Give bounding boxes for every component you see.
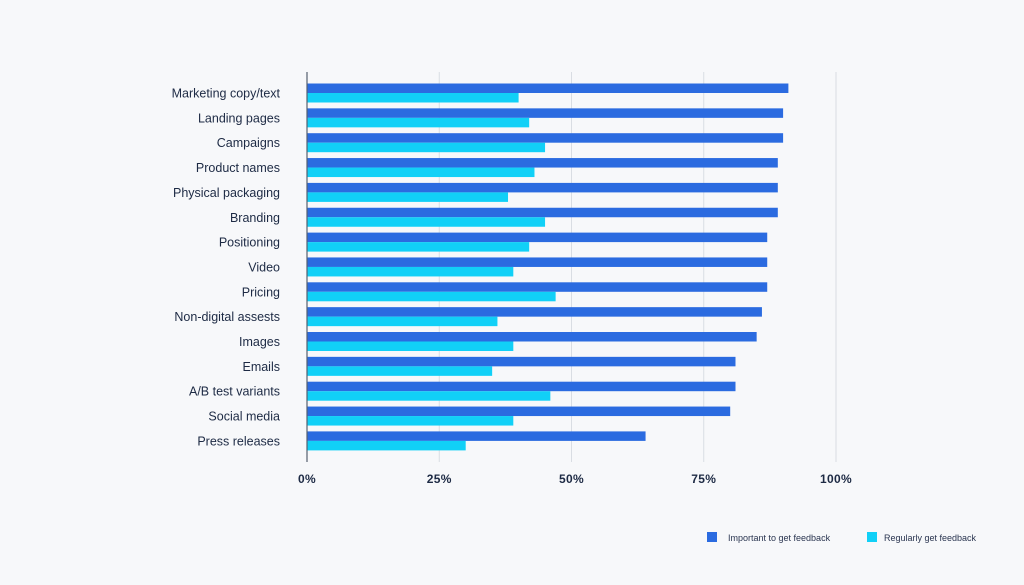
- bar-important: [307, 282, 768, 292]
- x-tick-label: 25%: [427, 472, 452, 486]
- x-tick-label: 0%: [298, 472, 316, 486]
- category-label: Positioning: [219, 236, 280, 250]
- legend-swatch-important: [707, 532, 717, 542]
- bar-regularly: [307, 266, 514, 277]
- category-label: Images: [239, 335, 280, 349]
- bars-layer: [307, 83, 789, 451]
- category-label: Branding: [230, 211, 280, 225]
- category-label: Non-digital assests: [174, 310, 280, 324]
- category-label: Pricing: [242, 285, 280, 299]
- bar-important: [307, 307, 762, 317]
- bar-important: [307, 356, 736, 367]
- category-label: Marketing copy/text: [172, 87, 281, 101]
- x-axis-ticks: 0% 25% 50% 75% 100%: [298, 472, 852, 486]
- bar-regularly: [307, 316, 498, 327]
- bar-regularly: [307, 440, 466, 451]
- bar-important: [307, 207, 778, 218]
- x-tick-label: 50%: [559, 472, 584, 486]
- category-label: Press releases: [197, 434, 280, 448]
- bar-important: [307, 431, 646, 441]
- bar-regularly: [307, 242, 530, 252]
- legend: Important to get feedback Regularly get …: [707, 532, 977, 543]
- bar-regularly: [307, 416, 514, 426]
- category-label: Product names: [196, 161, 280, 175]
- legend-swatch-regularly: [867, 532, 877, 542]
- bar-important: [307, 257, 768, 267]
- bar-regularly: [307, 391, 551, 401]
- category-label: Campaigns: [217, 136, 280, 150]
- legend-label-important: Important to get feedback: [728, 533, 831, 543]
- category-label: Physical packaging: [173, 186, 280, 200]
- category-label: Video: [248, 260, 280, 274]
- bar-regularly: [307, 192, 509, 202]
- bar-regularly: [307, 291, 556, 302]
- bar-regularly: [307, 341, 514, 351]
- category-label: A/B test variants: [189, 385, 280, 399]
- category-label: Emails: [242, 360, 280, 374]
- bar-regularly: [307, 366, 493, 376]
- category-label: Social media: [208, 410, 280, 424]
- legend-label-regularly: Regularly get feedback: [884, 533, 977, 543]
- bar-regularly: [307, 217, 546, 227]
- bar-important: [307, 406, 731, 417]
- bar-important: [307, 381, 736, 392]
- category-label: Landing pages: [198, 111, 280, 125]
- bar-important: [307, 332, 757, 342]
- category-labels: Marketing copy/text Landing pages Campaign…: [172, 87, 281, 449]
- bar-regularly: [307, 142, 546, 153]
- bar-important: [307, 232, 768, 243]
- bar-important: [307, 182, 778, 193]
- bar-important: [307, 158, 778, 168]
- x-tick-label: 100%: [820, 472, 852, 486]
- bar-regularly: [307, 93, 519, 103]
- x-tick-label: 75%: [691, 472, 716, 486]
- bar-regularly: [307, 167, 535, 178]
- bar-regularly: [307, 117, 530, 128]
- bar-important: [307, 133, 784, 143]
- bar-important: [307, 83, 789, 93]
- bar-important: [307, 108, 784, 118]
